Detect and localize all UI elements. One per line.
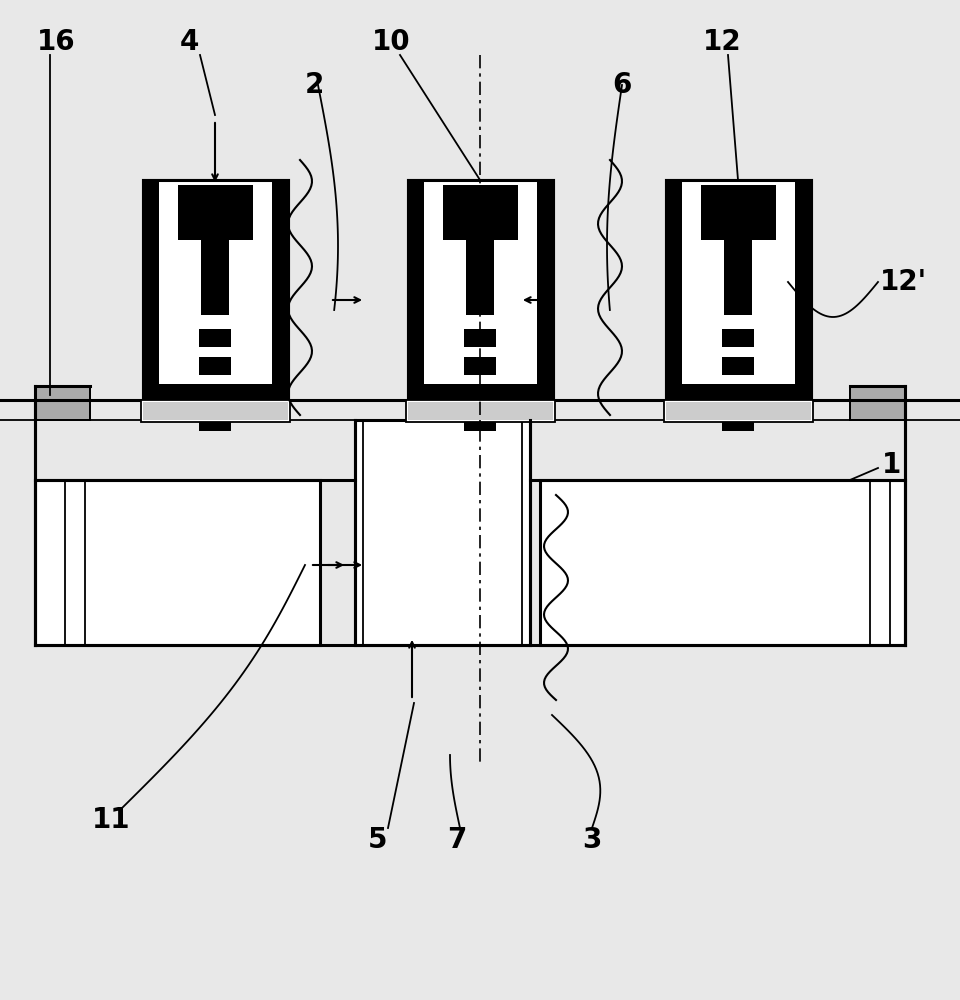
Bar [199, 385, 231, 403]
Bar [701, 185, 776, 240]
Bar [406, 400, 555, 422]
Bar [722, 413, 754, 431]
Text: 4: 4 [180, 28, 200, 56]
Bar [666, 180, 682, 384]
Bar [540, 480, 905, 645]
Bar [664, 400, 813, 422]
Text: 11: 11 [92, 806, 131, 834]
Bar [752, 240, 775, 315]
Bar [272, 180, 288, 384]
Bar [724, 240, 752, 315]
Text: 7: 7 [447, 826, 467, 854]
Text: 1: 1 [882, 451, 901, 479]
Bar [35, 386, 90, 420]
Bar [795, 180, 811, 384]
Bar [722, 357, 754, 375]
Bar [537, 180, 553, 384]
Bar [143, 384, 288, 400]
Bar [199, 413, 231, 431]
Bar [408, 384, 553, 400]
Bar [722, 329, 754, 347]
Bar [199, 357, 231, 375]
Text: 10: 10 [372, 28, 411, 56]
Bar [850, 386, 905, 420]
Text: 12': 12' [880, 268, 927, 296]
Bar [408, 180, 553, 400]
Bar [143, 180, 159, 384]
Text: 12: 12 [703, 28, 742, 56]
Bar [143, 180, 288, 400]
Bar [850, 386, 905, 420]
Bar [666, 402, 811, 420]
Bar [443, 240, 466, 315]
Bar [141, 400, 290, 422]
Bar [722, 385, 754, 403]
Bar [666, 180, 811, 400]
Bar [143, 180, 288, 400]
Bar [201, 240, 229, 315]
Bar [443, 185, 518, 240]
Bar [408, 180, 553, 400]
Text: 5: 5 [368, 826, 388, 854]
Bar [35, 480, 320, 645]
Bar [229, 240, 252, 315]
Text: 3: 3 [582, 826, 601, 854]
Bar [178, 185, 253, 240]
Bar [466, 240, 494, 315]
Bar [355, 420, 530, 645]
Bar [159, 180, 272, 384]
Bar [464, 329, 496, 347]
Bar [701, 240, 724, 315]
Bar [464, 413, 496, 431]
Text: 6: 6 [612, 71, 632, 99]
Bar [35, 386, 90, 420]
Bar [464, 357, 496, 375]
Text: 2: 2 [305, 71, 324, 99]
Bar [666, 384, 811, 400]
Bar [424, 180, 537, 384]
Bar [408, 180, 424, 384]
Bar [682, 180, 795, 384]
Bar [178, 240, 201, 315]
Bar [199, 329, 231, 347]
Text: 16: 16 [37, 28, 76, 56]
Bar [143, 402, 288, 420]
Bar [494, 240, 517, 315]
Bar [666, 180, 811, 400]
Bar [464, 385, 496, 403]
Bar [408, 402, 553, 420]
